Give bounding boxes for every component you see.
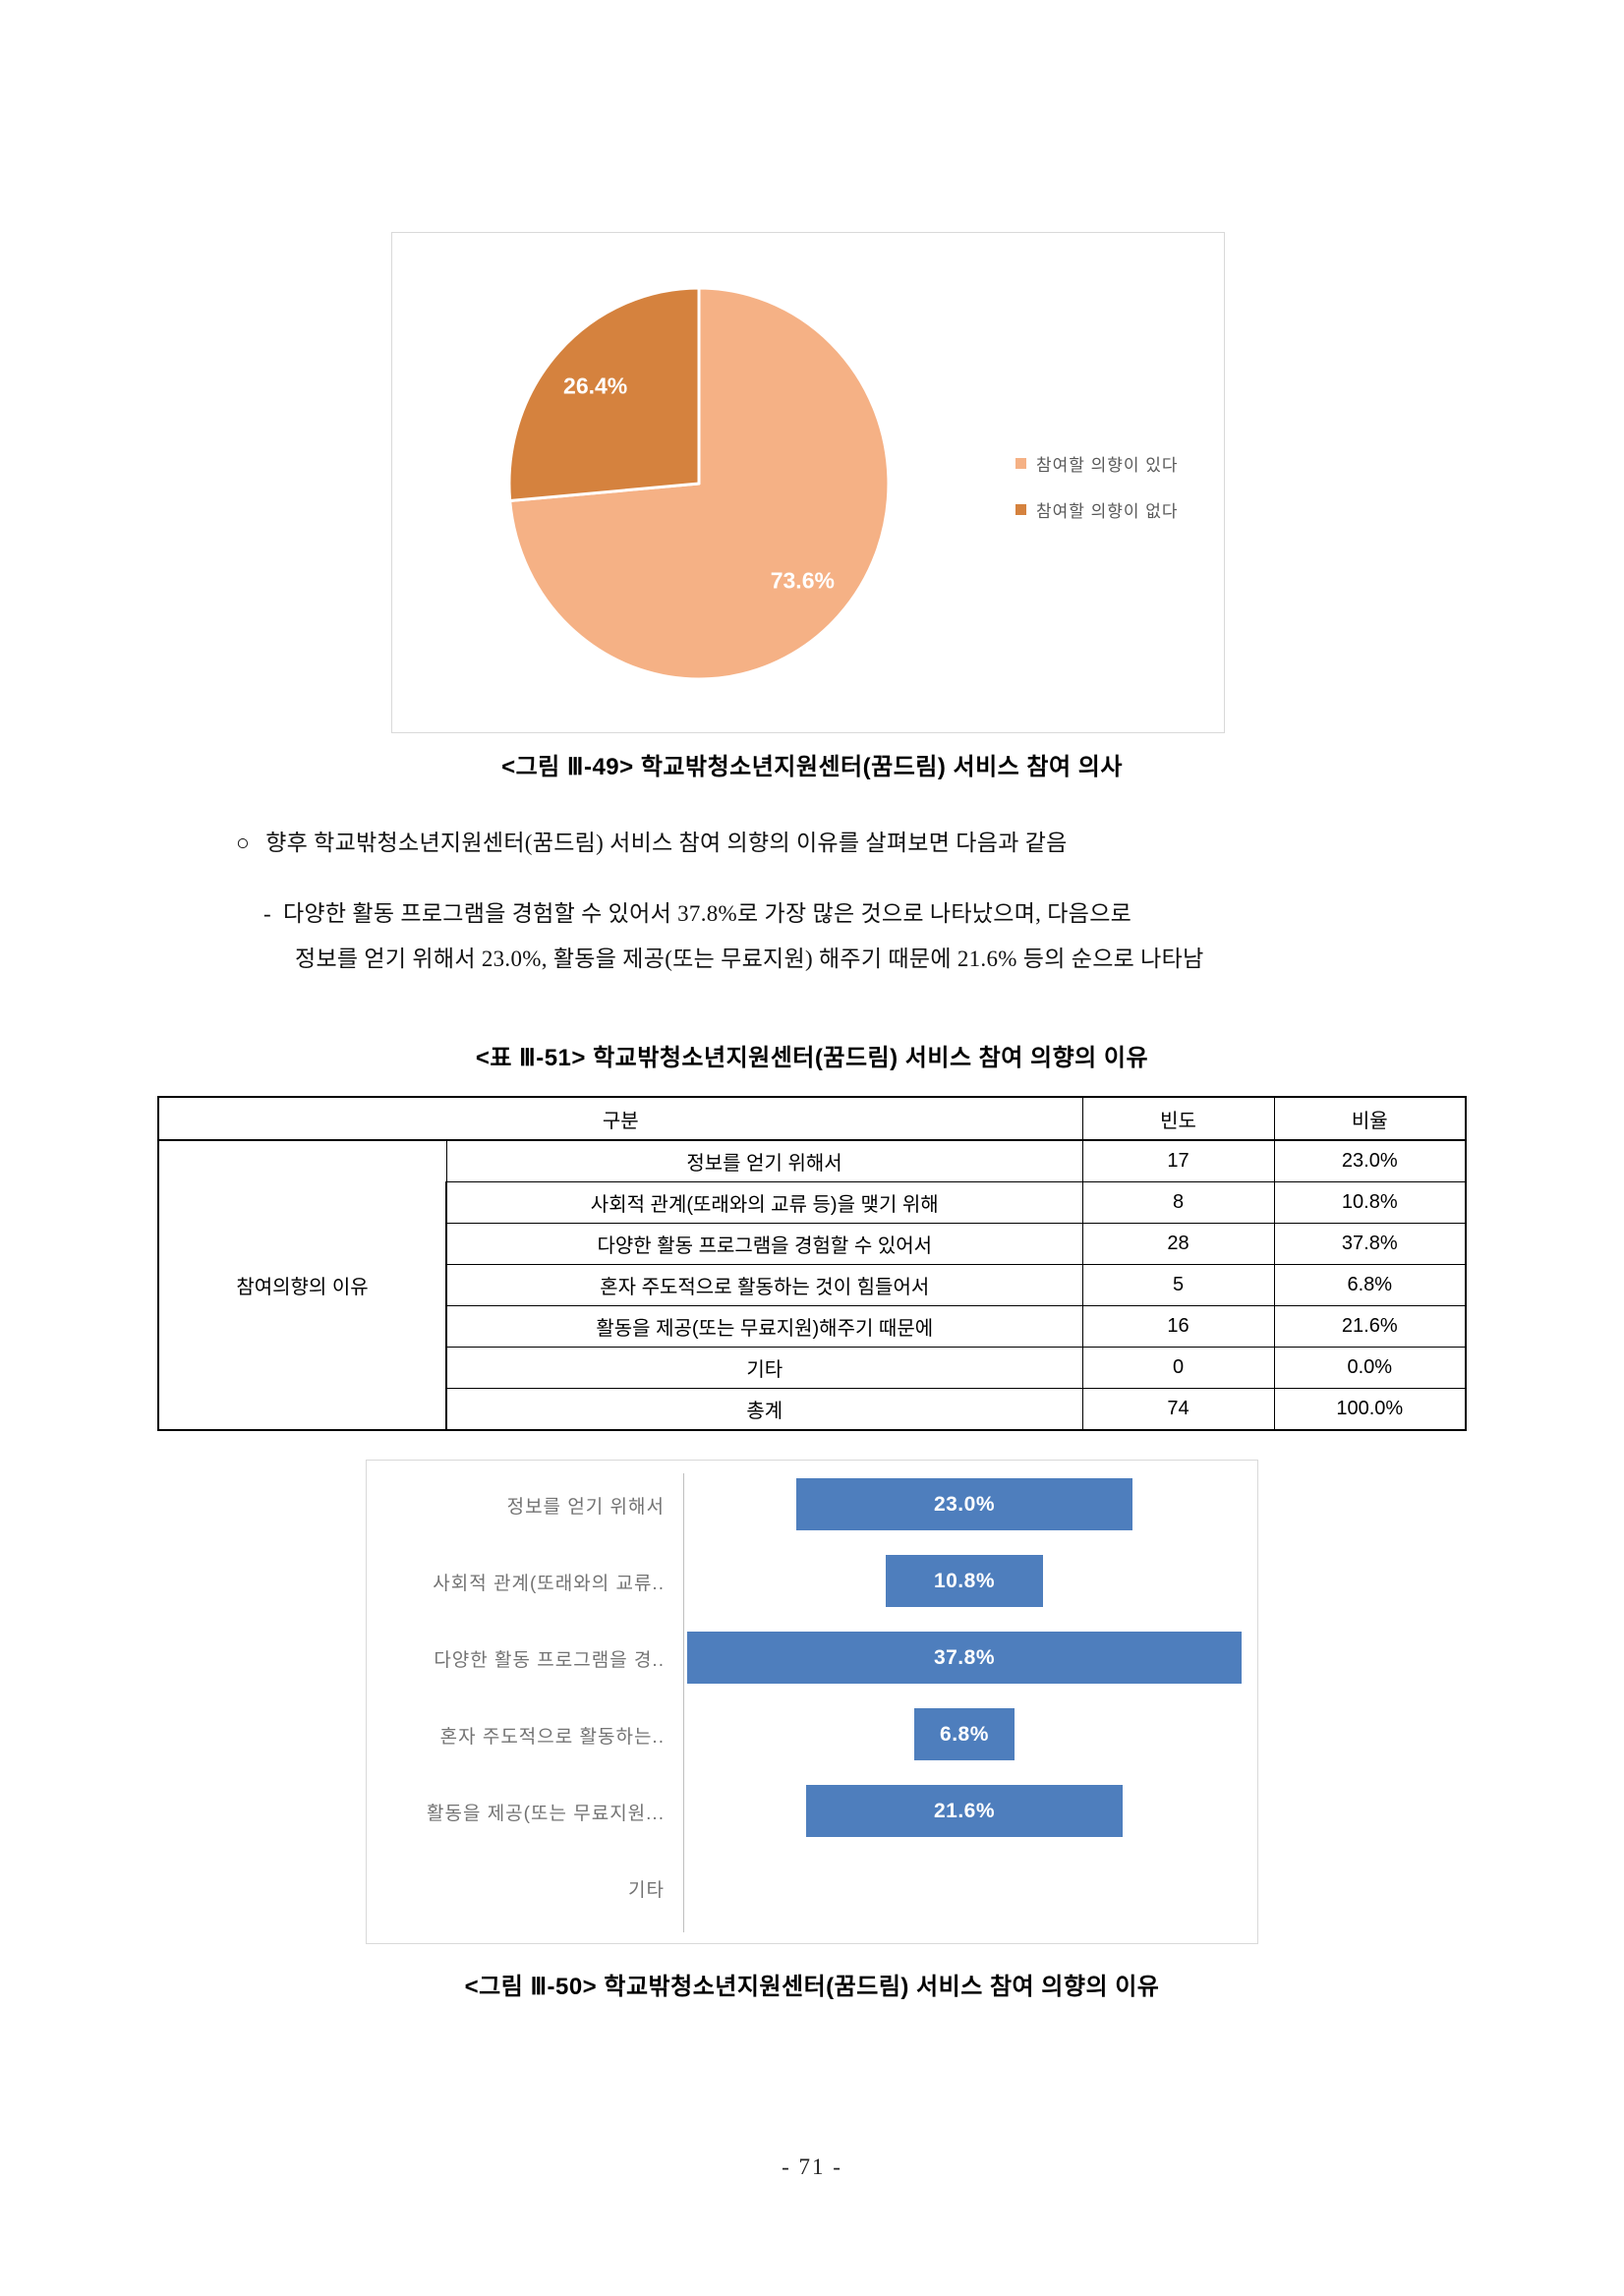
bar-row-2: 다양한 활동 프로그램을 경.. 37.8%	[367, 1620, 1257, 1696]
bar-row-0: 정보를 얻기 위해서 23.0%	[367, 1466, 1257, 1543]
table-row-2: 다양한 활동 프로그램을 경험할 수 있어서 28 37.8%	[158, 1223, 1467, 1265]
legend-label-yes: 참여할 의향이 있다	[1036, 456, 1179, 475]
table-frequency-cell-1: 8	[1081, 1181, 1275, 1224]
bar-category-label-4: 활동을 제공(또는 무료지원...	[426, 1803, 665, 1824]
page-number: - 71 -	[782, 2154, 842, 2179]
table-reason-cell-3: 혼자 주도적으로 활동하는 것이 힘들어서	[445, 1264, 1083, 1306]
bar-chart-plot-area: 정보를 얻기 위해서 23.0% 사회적 관계(또래와의 교류.. 10.8% 다양한 …	[367, 1461, 1257, 1943]
bar-row-4: 활동을 제공(또는 무료지원... 21.6%	[367, 1773, 1257, 1850]
table-row-3: 혼자 주도적으로 활동하는 것이 힘들어서 5 6.8%	[158, 1264, 1467, 1306]
pie-data-label-no: 26.4%	[563, 373, 628, 399]
table-frequency-cell-0: 17	[1081, 1139, 1275, 1182]
bar-value-label-4: 21.6%	[933, 1799, 996, 1822]
table-row-1: 사회적 관계(또래와의 교류 등)을 맺기 위해 8 10.8%	[158, 1181, 1467, 1224]
pie-legend: 참여할 의향이 있다 참여할 의향이 없다	[1015, 451, 1179, 544]
bar-category-label-5: 기타	[628, 1879, 665, 1901]
bar-chart-axis-line	[683, 1473, 684, 1932]
table-ratio-cell-0: 23.0%	[1273, 1139, 1467, 1182]
table-ratio-cell-3: 6.8%	[1273, 1264, 1467, 1306]
body-line-2-text: 다양한 활동 프로그램을 경험할 수 있어서 37.8%로 가장 많은 것으로 …	[282, 901, 1132, 926]
table-header-row: 구분 빈도 비율	[157, 1096, 1467, 1141]
table-reason-cell-4: 활동을 제공(또는 무료지원)해주기 때문에	[445, 1305, 1083, 1348]
legend-item-yes: 참여할 의향이 있다	[1015, 451, 1179, 476]
table-reason-cell-2: 다양한 활동 프로그램을 경험할 수 있어서	[445, 1223, 1083, 1265]
body-paragraph-2: - 다양한 활동 프로그램을 경험할 수 있어서 37.8%로 가장 많은 것으로…	[263, 894, 1131, 928]
table-row-6: 총계 74 100.0%	[158, 1388, 1467, 1431]
bar-row-3: 혼자 주도적으로 활동하는.. 6.8%	[367, 1696, 1257, 1773]
table-ratio-cell-5: 0.0%	[1273, 1347, 1467, 1389]
circle-bullet: ○	[236, 831, 251, 855]
bar-3: 6.8%	[914, 1708, 1015, 1760]
body-paragraph-1: ○ 향후 학교밖청소년지원센터(꿈드림) 서비스 참여 의향의 이유를 살펴보면 …	[236, 824, 1068, 857]
pie-chart-figure: 73.6% 26.4% 참여할 의향이 있다 참여할 의향이 없다	[391, 232, 1225, 733]
table-ratio-cell-6: 100.0%	[1273, 1388, 1467, 1431]
legend-swatch-yes-icon	[1015, 458, 1026, 469]
bar-category-label-0: 정보를 얻기 위해서	[506, 1496, 665, 1518]
legend-swatch-no-icon	[1015, 504, 1026, 515]
bar-2: 37.8%	[687, 1632, 1242, 1684]
table-frequency-cell-6: 74	[1081, 1388, 1275, 1431]
table-reason-cell-1: 사회적 관계(또래와의 교류 등)을 맺기 위해	[445, 1181, 1083, 1224]
figure-49-caption: <그림 Ⅲ-49> 학교밖청소년지원센터(꿈드림) 서비스 참여 의사	[501, 754, 1123, 780]
table-ratio-cell-1: 10.8%	[1273, 1181, 1467, 1224]
table-row-0: 참여의향의 이유 정보를 얻기 위해서 17 23.0%	[157, 1139, 1467, 1431]
bar-0: 23.0%	[795, 1478, 1133, 1530]
bar-value-label-3: 6.8%	[940, 1722, 989, 1746]
table-frequency-cell-4: 16	[1081, 1305, 1275, 1348]
bar-value-label-2: 37.8%	[933, 1645, 995, 1669]
table-reason-cell-5: 기타	[445, 1347, 1083, 1389]
bar-category-label-3: 혼자 주도적으로 활동하는..	[439, 1726, 665, 1748]
table-reason-cell-0: 정보를 얻기 위해서	[445, 1139, 1083, 1182]
bar-chart-figure: 정보를 얻기 위해서 23.0% 사회적 관계(또래와의 교류.. 10.8% 다양한 …	[366, 1460, 1258, 1944]
table-ratio-cell-4: 21.6%	[1273, 1305, 1467, 1348]
col-header-ratio: 비율	[1273, 1096, 1467, 1141]
table-row-5: 기타 0 0.0%	[158, 1347, 1467, 1389]
table-frequency-cell-2: 28	[1081, 1223, 1275, 1265]
pie-chart-svg	[507, 286, 891, 681]
bar-row-5: 기타	[367, 1850, 1257, 1926]
table-reason-cell-6: 총계	[445, 1388, 1083, 1431]
body-line-3-text: 정보를 얻기 위해서 23.0%, 활동을 제공(또는 무료지원) 해주기 때문…	[295, 947, 1204, 971]
figure-50-caption: <그림 Ⅲ-50> 학교밖청소년지원센터(꿈드림) 서비스 참여 의향의 이유	[464, 1974, 1160, 2000]
bar-4: 21.6%	[806, 1785, 1123, 1837]
bar-category-label-2: 다양한 활동 프로그램을 경..	[434, 1649, 665, 1671]
table-row-4: 활동을 제공(또는 무료지원)해주기 때문에 16 21.6%	[158, 1305, 1467, 1348]
reasons-table: 구분 빈도 비율 참여의향의 이유 정보를 얻기 위해서 17 23.0% 사회적 관계…	[157, 1096, 1467, 1431]
legend-label-no: 참여할 의향이 없다	[1036, 502, 1179, 521]
pie-data-label-yes: 73.6%	[770, 567, 835, 594]
table-frequency-cell-3: 5	[1081, 1264, 1275, 1306]
col-header-category: 구분	[157, 1096, 1083, 1141]
bar-value-label-1: 10.8%	[933, 1569, 995, 1592]
table-group-label-cell: 참여의향의 이유	[157, 1139, 447, 1431]
bar-category-label-1: 사회적 관계(또래와의 교류..	[433, 1573, 665, 1594]
bar-1: 10.8%	[885, 1555, 1044, 1607]
bar-value-label-0: 23.0%	[933, 1492, 995, 1516]
bar-row-1: 사회적 관계(또래와의 교류.. 10.8%	[367, 1543, 1257, 1620]
table-frequency-cell-5: 0	[1081, 1347, 1275, 1389]
table-51-caption: <표 Ⅲ-51> 학교밖청소년지원센터(꿈드림) 서비스 참여 의향의 이유	[475, 1045, 1149, 1071]
legend-item-no: 참여할 의향이 없다	[1015, 497, 1179, 522]
table-ratio-cell-2: 37.8%	[1273, 1223, 1467, 1265]
body-paragraph-3: 정보를 얻기 위해서 23.0%, 활동을 제공(또는 무료지원) 해주기 때문…	[295, 940, 1204, 973]
dash-bullet: -	[263, 901, 271, 926]
body-line-1-text: 향후 학교밖청소년지원센터(꿈드림) 서비스 참여 의향의 이유를 살펴보면 다…	[265, 831, 1068, 855]
col-header-frequency: 빈도	[1081, 1096, 1275, 1141]
pie-slice-1	[507, 286, 701, 502]
